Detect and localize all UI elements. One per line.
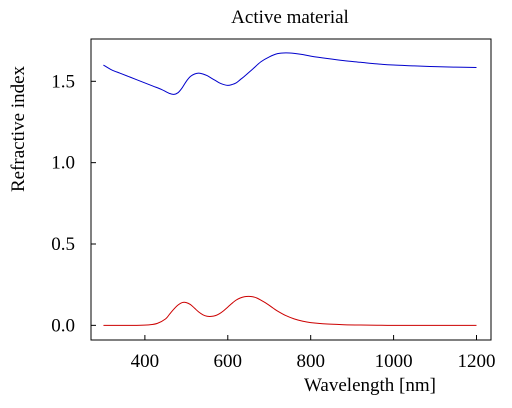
x-axis-label: Wavelength [nm] <box>304 375 436 396</box>
x-tick-label: 800 <box>296 351 325 372</box>
series-1-line <box>103 295 477 326</box>
x-tick-label: 600 <box>214 351 243 372</box>
y-axis-label: Refractive index <box>8 65 29 192</box>
y-tick-label: 1.5 <box>51 71 75 92</box>
series-0-line <box>103 52 477 95</box>
plot-marks: 400 600 800 1000 1200 0.0 0.5 1.0 1.5 <box>51 52 495 372</box>
plot-frame <box>90 38 492 341</box>
y-tick-label: 0.0 <box>51 315 75 336</box>
x-tick-label: 1200 <box>457 351 495 372</box>
x-tick-label: 400 <box>131 351 160 372</box>
x-tick-label: 1000 <box>375 351 413 372</box>
y-tick-label: 1.0 <box>51 153 75 174</box>
chart-title: Active material <box>231 7 349 28</box>
y-tick-label: 0.5 <box>51 234 75 255</box>
